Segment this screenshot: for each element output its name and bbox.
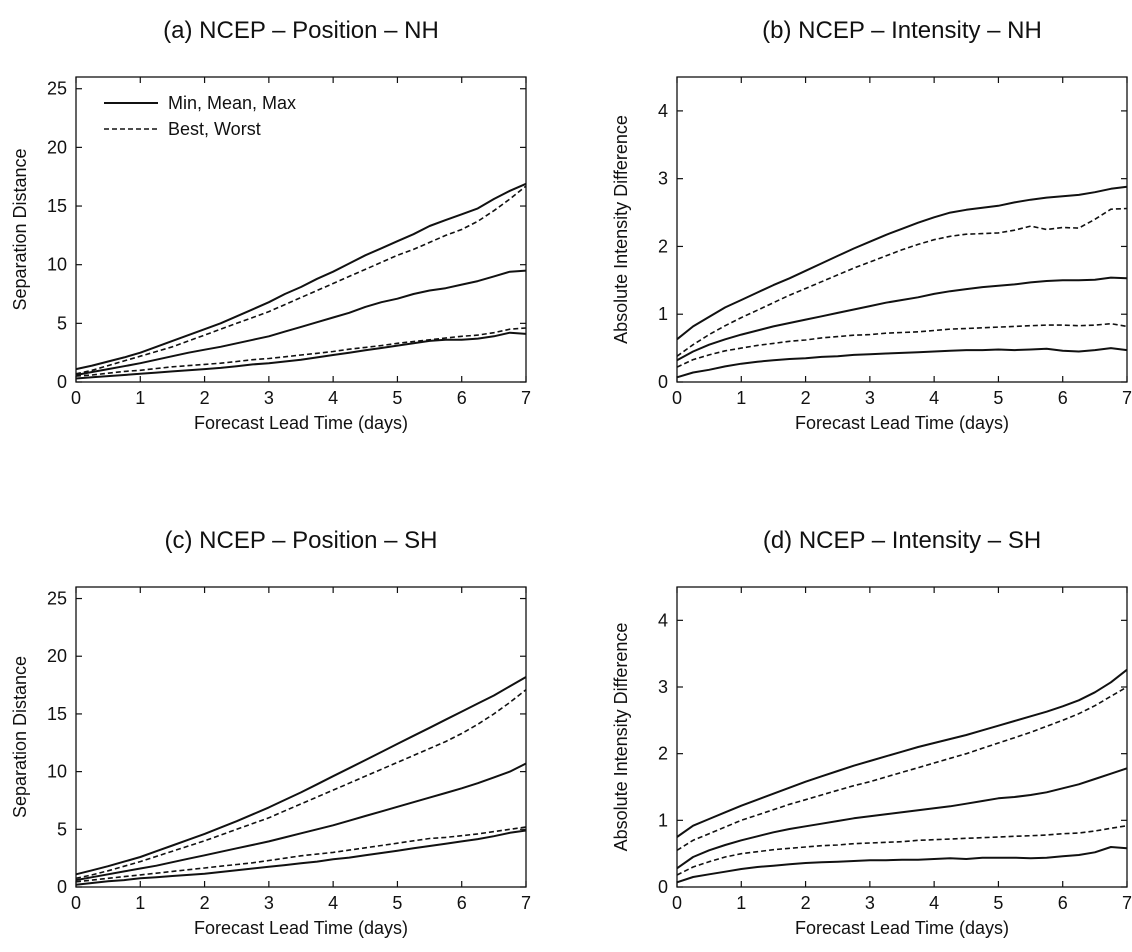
x-tick-label: 2 xyxy=(200,893,210,913)
x-tick-label: 2 xyxy=(200,388,210,408)
x-tick-label: 4 xyxy=(929,893,939,913)
plot-frame xyxy=(676,76,1128,383)
x-tick-label: 3 xyxy=(264,893,274,913)
x-tick-label: 2 xyxy=(801,388,811,408)
legend: Min, Mean, Max Best, Worst xyxy=(104,93,296,139)
x-tick-label: 1 xyxy=(736,893,746,913)
plot-frame xyxy=(75,76,527,383)
panel-d: (d) NCEP – Intensity – SH 0 1 2 3 4 5 6 7 0 1 2 3 4 Fo… xyxy=(611,527,1132,938)
y-tick-label: 20 xyxy=(47,646,67,666)
x-tick-label: 5 xyxy=(993,893,1003,913)
solid-series-line xyxy=(75,331,527,380)
x-axis-label: Forecast Lead Time (days) xyxy=(795,413,1009,433)
dashed-series-line xyxy=(75,689,527,880)
x-tick-label: 5 xyxy=(392,388,402,408)
solid-series-line xyxy=(75,762,527,882)
y-tick-label: 15 xyxy=(47,196,67,216)
x-axis-label: Forecast Lead Time (days) xyxy=(795,918,1009,938)
y-tick-label: 1 xyxy=(658,304,668,324)
solid-series-line xyxy=(676,276,1128,362)
y-tick-label: 4 xyxy=(658,610,668,630)
y-tick-label: 3 xyxy=(658,677,668,697)
y-tick-label: 20 xyxy=(47,137,67,157)
x-axis-label: Forecast Lead Time (days) xyxy=(194,413,408,433)
panel-a: (a) NCEP – Position – NH 0 1 2 3 4 5 6 7 0 5 10 15 20… xyxy=(10,17,531,433)
y-tick-label: 0 xyxy=(658,877,668,897)
x-tick-label: 0 xyxy=(71,388,81,408)
x-tick-label: 1 xyxy=(736,388,746,408)
panel-title: (a) NCEP – Position – NH xyxy=(163,17,439,44)
legend-label: Min, Mean, Max xyxy=(168,93,296,113)
x-tick-label: 7 xyxy=(521,388,531,408)
solid-series-line xyxy=(75,829,527,886)
panel-title: (d) NCEP – Intensity – SH xyxy=(763,527,1041,554)
y-tick-label: 10 xyxy=(47,255,67,275)
solid-series-line xyxy=(676,767,1128,870)
x-tick-label: 1 xyxy=(135,893,145,913)
plot-frame xyxy=(676,586,1128,888)
dashed-series-line xyxy=(75,185,527,375)
plot-frame xyxy=(75,586,527,888)
x-tick-label: 0 xyxy=(672,388,682,408)
x-tick-label: 5 xyxy=(993,388,1003,408)
solid-series-line xyxy=(75,676,527,876)
x-tick-label: 5 xyxy=(392,893,402,913)
x-tick-label: 0 xyxy=(71,893,81,913)
y-tick-label: 0 xyxy=(658,372,668,392)
y-tick-label: 1 xyxy=(658,810,668,830)
legend-label: Best, Worst xyxy=(168,119,261,139)
y-tick-label: 0 xyxy=(57,372,67,392)
dashed-series-line xyxy=(75,826,527,883)
y-tick-label: 0 xyxy=(57,877,67,897)
x-tick-label: 0 xyxy=(672,893,682,913)
y-tick-label: 15 xyxy=(47,704,67,724)
y-tick-label: 25 xyxy=(47,79,67,99)
y-tick-label: 25 xyxy=(47,589,67,609)
panel-title: (b) NCEP – Intensity – NH xyxy=(762,17,1042,44)
y-axis-label: Absolute Intensity Difference xyxy=(611,115,631,344)
dashed-series-line xyxy=(676,824,1128,876)
panel-b: (b) NCEP – Intensity – NH 0 1 2 3 4 5 6 7 0 1 2 3 4 Fo… xyxy=(611,17,1132,433)
solid-series-line xyxy=(676,668,1128,838)
x-tick-label: 4 xyxy=(929,388,939,408)
dashed-series-line xyxy=(75,327,527,377)
dashed-series-line xyxy=(676,322,1128,368)
y-tick-label: 5 xyxy=(57,819,67,839)
dashed-series-line xyxy=(676,207,1128,357)
x-tick-label: 6 xyxy=(1058,893,1068,913)
x-tick-label: 3 xyxy=(865,388,875,408)
x-tick-label: 1 xyxy=(135,388,145,408)
y-tick-label: 2 xyxy=(658,236,668,256)
dashed-series-line xyxy=(676,686,1128,851)
solid-series-line xyxy=(676,846,1128,884)
solid-series-line xyxy=(75,182,527,371)
y-axis-label: Separation Distance xyxy=(10,148,30,310)
x-tick-label: 7 xyxy=(521,893,531,913)
x-tick-label: 6 xyxy=(1058,388,1068,408)
y-tick-label: 10 xyxy=(47,762,67,782)
solid-series-line xyxy=(676,347,1128,379)
x-tick-label: 6 xyxy=(457,388,467,408)
y-tick-label: 3 xyxy=(658,169,668,189)
solid-series-line xyxy=(676,185,1128,341)
solid-series-line xyxy=(75,269,527,376)
y-tick-label: 2 xyxy=(658,744,668,764)
panel-title: (c) NCEP – Position – SH xyxy=(165,527,438,554)
x-tick-label: 3 xyxy=(264,388,274,408)
x-tick-label: 6 xyxy=(457,893,467,913)
x-tick-label: 7 xyxy=(1122,893,1132,913)
y-tick-label: 5 xyxy=(57,313,67,333)
y-tick-label: 4 xyxy=(658,101,668,121)
y-axis-label: Separation Distance xyxy=(10,656,30,818)
panel-c: (c) NCEP – Position – SH 0 1 2 3 4 5 6 7 0 5 10 15 20… xyxy=(10,527,531,938)
y-axis-label: Absolute Intensity Difference xyxy=(611,623,631,852)
x-tick-label: 4 xyxy=(328,388,338,408)
x-tick-label: 4 xyxy=(328,893,338,913)
x-tick-label: 3 xyxy=(865,893,875,913)
x-tick-label: 7 xyxy=(1122,388,1132,408)
x-axis-label: Forecast Lead Time (days) xyxy=(194,918,408,938)
x-tick-label: 2 xyxy=(801,893,811,913)
